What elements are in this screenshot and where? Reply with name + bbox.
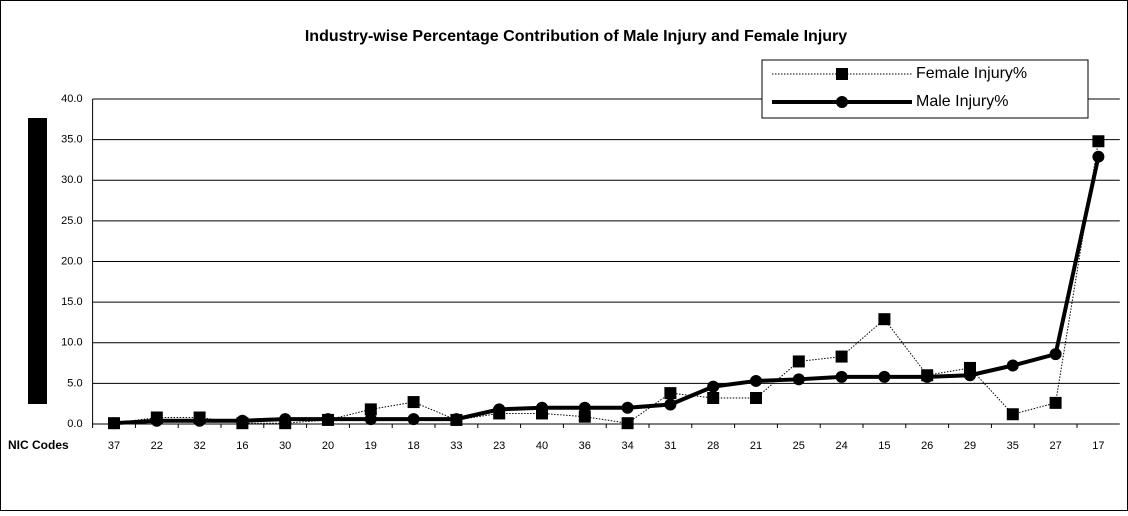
legend-label: Male Injury% [916,93,1008,110]
marker [792,373,805,386]
x-tick-label: 34 [621,440,633,452]
marker [621,417,634,430]
y-tick-label: 10.0 [61,337,82,349]
x-tick-label: 40 [536,440,548,452]
x-tick-label: 35 [1007,440,1019,452]
x-tick-label: 15 [878,440,890,452]
marker [364,403,377,416]
x-tick-label: 19 [365,440,377,452]
marker [193,414,206,427]
marker [578,410,591,423]
marker [836,68,848,80]
y-tick-label: 15.0 [61,296,82,308]
x-tick-label: 31 [664,440,676,452]
marker [364,413,377,426]
y-tick-label: 20.0 [61,255,82,267]
marker [835,370,848,383]
x-tick-label: 32 [193,440,205,452]
x-tick-label: 29 [964,440,976,452]
marker [407,413,420,426]
marker [493,403,506,416]
y-tick-label: 30.0 [61,174,82,186]
y-tick-label: 5.0 [67,377,82,389]
marker [1092,135,1105,148]
x-tick-label: 18 [407,440,419,452]
marker [279,413,292,426]
x-tick-label: 37 [108,440,120,452]
series-line [113,156,1101,426]
y-tick-label: 35.0 [61,134,82,146]
series-line [113,141,1099,424]
x-tick-label: 33 [450,440,462,452]
marker [407,396,420,409]
marker [835,350,848,363]
marker [878,370,891,383]
marker [750,374,762,387]
marker [236,414,249,427]
x-tick-label: 27 [1049,440,1061,452]
x-tick-label: 26 [921,440,933,452]
marker [1049,348,1062,361]
x-tick-label: 24 [835,440,847,452]
chart-title: Industry-wise Percentage Contribution of… [305,28,847,45]
marker [792,355,805,368]
x-tick-label: 30 [279,440,291,452]
marker [1049,396,1062,409]
legend-label: Female Injury% [916,65,1027,82]
x-tick-label: 16 [236,440,248,452]
x-tick-label: 22 [151,440,163,452]
marker [836,96,848,108]
marker [1006,408,1019,421]
legend-box [761,59,1089,119]
marker [878,313,891,326]
marker [1006,359,1019,372]
marker [150,414,163,427]
y-tick-label: 40.0 [61,93,82,105]
marker [707,392,720,404]
marker [536,401,548,414]
y-tick-label: 0.0 [67,418,82,430]
x-tick-label: 17 [1092,440,1104,452]
marker [450,413,463,426]
marker [921,370,934,383]
marker [578,401,591,414]
x-tick-label: 25 [793,440,805,452]
y-axis-title-box [28,118,47,404]
marker [108,417,120,430]
x-tick-label: 28 [707,440,719,452]
x-tick-label: 23 [493,440,505,452]
marker [750,392,762,404]
x-tick-label: 20 [322,440,334,452]
x-axis-label: NIC Codes [8,438,69,452]
marker [664,398,677,411]
x-tick-label: 21 [750,440,762,452]
marker [964,369,976,382]
x-tick-label: 36 [579,440,591,452]
marker [621,401,634,414]
marker [664,387,677,400]
marker [322,413,334,426]
y-tick-label: 25.0 [61,215,82,227]
marker [1092,150,1105,163]
marker [707,380,720,393]
